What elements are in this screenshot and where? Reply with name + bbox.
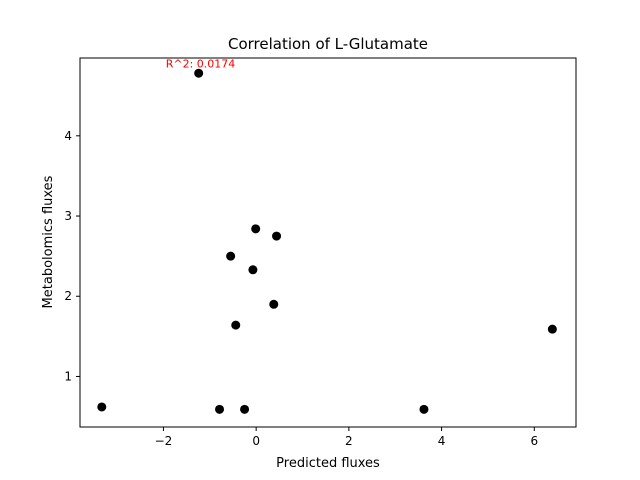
x-axis-label: Predicted fluxes xyxy=(276,456,380,471)
x-tick-label: −2 xyxy=(155,434,173,448)
data-point xyxy=(248,265,258,275)
data-point xyxy=(97,402,107,412)
y-axis-ticks: 1 2 3 4 xyxy=(64,129,80,383)
data-point xyxy=(251,224,261,234)
data-point xyxy=(272,231,282,241)
x-tick-label: 6 xyxy=(530,434,538,448)
y-tick-label: 1 xyxy=(64,369,72,383)
y-axis-label: Metabolomics fluxes xyxy=(41,175,56,308)
data-point xyxy=(419,404,429,414)
chart-title: Correlation of L-Glutamate xyxy=(228,35,428,53)
data-points xyxy=(97,68,557,414)
x-tick-label: 0 xyxy=(252,434,260,448)
plot-frame xyxy=(79,57,577,428)
data-point xyxy=(226,251,236,261)
data-point xyxy=(194,68,204,78)
y-tick-label: 2 xyxy=(64,289,72,303)
data-point xyxy=(231,320,241,330)
x-tick-label: 2 xyxy=(345,434,353,448)
y-tick-label: 4 xyxy=(64,129,72,143)
data-point xyxy=(269,299,279,309)
r-squared-annotation: R^2: 0.0174 xyxy=(166,58,236,71)
data-point xyxy=(547,324,557,334)
x-tick-label: 4 xyxy=(438,434,446,448)
data-point xyxy=(240,404,250,414)
x-axis-ticks: −2 0 2 4 6 xyxy=(155,427,538,448)
data-point xyxy=(215,404,225,414)
y-tick-label: 3 xyxy=(64,209,72,223)
